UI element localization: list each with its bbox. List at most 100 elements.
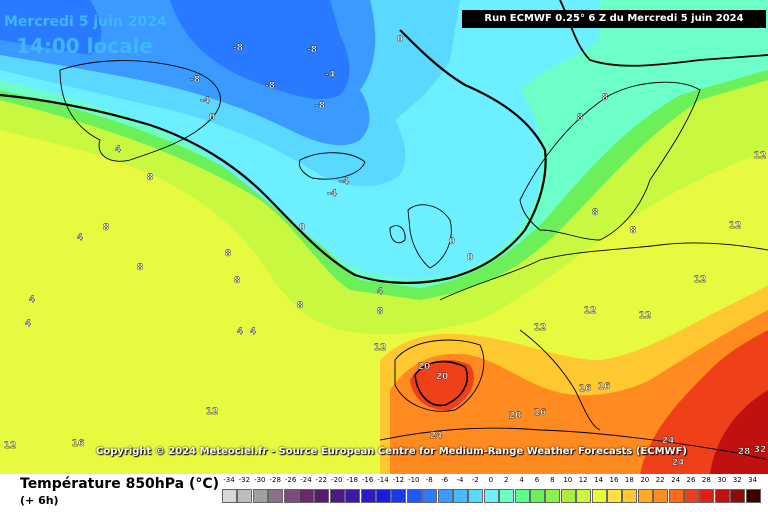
legend-label: -32 xyxy=(238,476,251,484)
contour-label: 24 xyxy=(430,431,443,441)
contour-label: 0 xyxy=(449,237,455,247)
legend-footer: Température 850hPa (°C) (+ 6h) -34 -32 -30… xyxy=(0,474,768,512)
legend-label: -14 xyxy=(377,476,389,484)
legend-swatch xyxy=(730,489,746,503)
contour-label: 4 xyxy=(250,327,256,337)
legend-swatch xyxy=(530,489,545,503)
contour-label: 12 xyxy=(374,343,387,353)
legend-swatch xyxy=(468,489,484,503)
legend-label: 4 xyxy=(519,476,524,484)
contour-label: 4 xyxy=(377,287,383,297)
legend-swatch xyxy=(637,489,653,503)
contour-label: 8 xyxy=(577,113,583,123)
legend-label: -22 xyxy=(315,476,328,484)
contour-label: 0 xyxy=(299,223,305,233)
legend-swatch xyxy=(684,489,699,503)
legend-label: -34 xyxy=(223,476,235,484)
band-deep-blue-west xyxy=(0,0,102,55)
run-info: Run ECMWF 0.25° 6 Z du Mercredi 5 juin 2… xyxy=(462,10,766,28)
legend-swatch xyxy=(437,489,453,503)
legend-swatch xyxy=(545,489,561,503)
contour-label: 24 xyxy=(672,458,685,468)
contour-label: 12 xyxy=(4,441,17,451)
contour-label: -8 xyxy=(315,101,325,111)
legend-swatch xyxy=(299,489,314,503)
contour-label: 24 xyxy=(662,436,675,446)
legend-label: -26 xyxy=(284,476,297,484)
band-dark-red xyxy=(710,390,768,474)
contour-label: 28 xyxy=(738,447,751,457)
legend-swatch xyxy=(391,489,407,503)
lead-time: (+ 6h) xyxy=(20,494,59,507)
contour-label: -4 xyxy=(325,70,335,80)
contour-label: 20 xyxy=(436,372,449,382)
legend-swatch xyxy=(483,489,499,503)
legend-swatch xyxy=(668,489,684,503)
legend-label: -12 xyxy=(392,476,405,484)
legend-swatch xyxy=(329,489,345,503)
legend-label: 28 xyxy=(701,476,711,484)
legend-label: 22 xyxy=(655,476,665,484)
contour-label: 8 xyxy=(225,249,231,259)
legend-swatch xyxy=(499,489,515,503)
legend-label: 16 xyxy=(609,476,619,484)
legend-swatch xyxy=(514,489,530,503)
legend-swatch xyxy=(422,489,438,503)
legend-label: 20 xyxy=(640,476,650,484)
legend-swatch xyxy=(745,489,761,503)
contour-label: -4 xyxy=(200,96,210,106)
legend-label: -10 xyxy=(408,476,420,484)
legend-label: 26 xyxy=(686,476,696,484)
contour-label: 16 xyxy=(579,384,592,394)
contour-label: 8 xyxy=(103,223,109,233)
legend-label: -6 xyxy=(441,476,449,484)
legend-label: 2 xyxy=(503,476,509,484)
legend-swatch xyxy=(268,489,284,503)
legend-swatch xyxy=(622,489,638,503)
contour-label: 12 xyxy=(206,407,219,417)
legend-label: 0 xyxy=(488,476,494,484)
legend-label: 14 xyxy=(594,476,604,484)
contour-label: -4 xyxy=(327,189,337,199)
legend-label: -4 xyxy=(456,476,464,484)
band-deep-blue xyxy=(170,0,350,100)
contour-label: 8 xyxy=(147,173,153,183)
legend-swatch xyxy=(406,489,422,503)
legend-swatch xyxy=(237,489,253,503)
legend-swatch xyxy=(714,489,730,503)
contour-label: 12 xyxy=(694,275,707,285)
contour-label: 8 xyxy=(137,263,143,273)
isotherm-zero xyxy=(0,29,547,284)
legend-label: 12 xyxy=(578,476,588,484)
contour-label: 12 xyxy=(729,221,742,231)
legend-swatch xyxy=(376,489,391,503)
legend-label: 8 xyxy=(550,476,555,484)
contour-label: 20 xyxy=(509,411,522,421)
coastlines xyxy=(59,60,768,461)
copyright-text: Copyright © 2024 Meteociel.fr - Source E… xyxy=(96,446,687,457)
contour-label: 12 xyxy=(584,306,597,316)
contour-label: 16 xyxy=(598,382,611,392)
legend-swatch xyxy=(607,489,622,503)
contour-label: -8 xyxy=(233,43,243,53)
contour-label: 0 xyxy=(467,253,473,263)
variable-name: Température 850hPa (°C) xyxy=(20,476,220,492)
contour-label: 8 xyxy=(234,276,240,286)
contour-label: 12 xyxy=(639,311,652,321)
legend-label: 10 xyxy=(563,476,573,484)
legend-swatch xyxy=(314,489,330,503)
contour-label: 8 xyxy=(297,301,303,311)
contour-label: 8 xyxy=(602,93,608,103)
contour-label: 4 xyxy=(29,295,35,305)
legend-swatch xyxy=(222,489,237,503)
legend-swatch xyxy=(576,489,592,503)
contour-label: 12 xyxy=(534,323,547,333)
contour-label: 20 xyxy=(418,362,431,372)
legend-label: -20 xyxy=(331,476,343,484)
legend-swatch xyxy=(360,489,376,503)
legend-label: -24 xyxy=(300,476,312,484)
contour-label: 4 xyxy=(115,145,121,155)
